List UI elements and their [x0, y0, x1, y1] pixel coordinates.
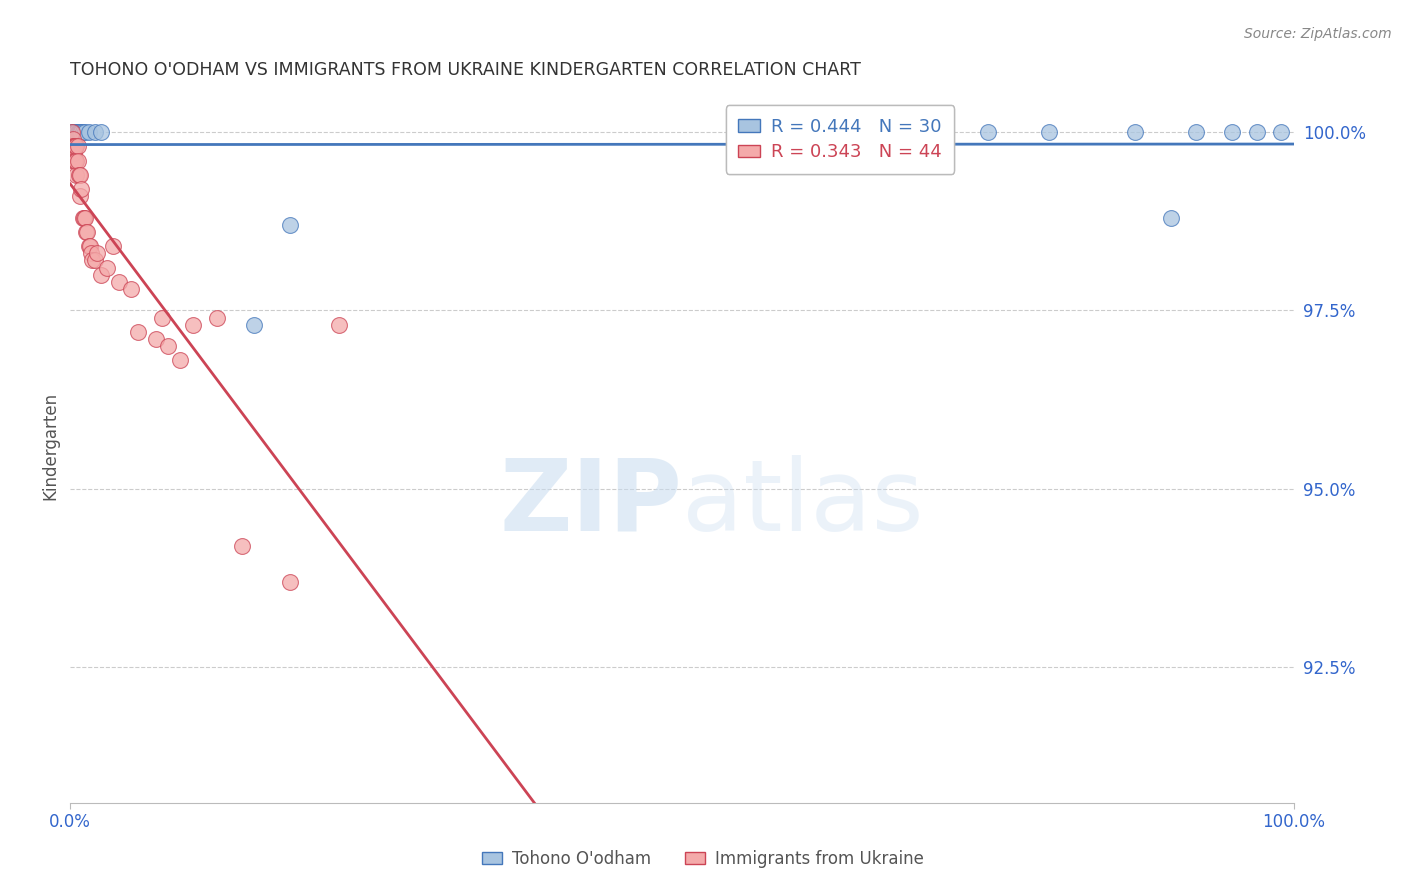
Point — [63, 125, 86, 139]
Point — [66, 153, 89, 168]
Point — [65, 125, 87, 139]
Point — [70, 125, 93, 139]
Point — [66, 139, 89, 153]
Point — [145, 332, 167, 346]
Point — [1123, 125, 1146, 139]
Point — [121, 282, 143, 296]
Point — [60, 125, 83, 139]
Point — [1270, 125, 1292, 139]
Point — [70, 182, 93, 196]
Point — [231, 539, 253, 553]
Point — [86, 246, 108, 260]
Point — [79, 239, 101, 253]
Point — [205, 310, 228, 325]
Point — [243, 318, 266, 332]
Point — [90, 268, 112, 282]
Point — [855, 125, 877, 139]
Point — [72, 125, 94, 139]
Point — [67, 168, 90, 182]
Point — [76, 225, 98, 239]
Point — [127, 325, 149, 339]
Point — [63, 139, 86, 153]
Point — [62, 132, 84, 146]
Text: Source: ZipAtlas.com: Source: ZipAtlas.com — [1244, 27, 1392, 41]
Point — [1184, 125, 1206, 139]
Point — [63, 153, 86, 168]
Point — [1220, 125, 1243, 139]
Point — [83, 253, 105, 268]
Point — [69, 168, 91, 182]
Point — [1246, 125, 1268, 139]
Point — [67, 125, 90, 139]
Point — [69, 189, 91, 203]
Point — [733, 125, 755, 139]
Point — [65, 153, 87, 168]
Point — [280, 218, 302, 232]
Point — [72, 211, 94, 225]
Point — [1038, 125, 1060, 139]
Point — [96, 260, 118, 275]
Point — [793, 125, 815, 139]
Point — [65, 168, 87, 182]
Point — [1160, 211, 1182, 225]
Point — [63, 125, 86, 139]
Text: TOHONO O'ODHAM VS IMMIGRANTS FROM UKRAINE KINDERGARTEN CORRELATION CHART: TOHONO O'ODHAM VS IMMIGRANTS FROM UKRAIN… — [70, 62, 860, 79]
Point — [62, 125, 84, 139]
Point — [63, 125, 86, 139]
Point — [328, 318, 350, 332]
Point — [82, 253, 104, 268]
Point — [83, 125, 105, 139]
Point — [80, 246, 103, 260]
Point — [73, 211, 96, 225]
Point — [63, 153, 86, 168]
Point — [73, 125, 96, 139]
Point — [60, 139, 83, 153]
Text: atlas: atlas — [682, 455, 924, 551]
Point — [73, 211, 96, 225]
Point — [69, 125, 91, 139]
Text: ZIP: ZIP — [499, 455, 682, 551]
Point — [65, 139, 87, 153]
Point — [77, 239, 100, 253]
Point — [915, 125, 938, 139]
Point — [63, 146, 86, 161]
Point — [169, 353, 191, 368]
Point — [280, 574, 302, 589]
Point — [75, 225, 97, 239]
Point — [66, 125, 89, 139]
Point — [63, 139, 86, 153]
Point — [101, 239, 124, 253]
Point — [181, 318, 204, 332]
Point — [65, 125, 87, 139]
Point — [77, 125, 100, 139]
Point — [157, 339, 180, 353]
Point — [90, 125, 112, 139]
Legend: R = 0.444   N = 30, R = 0.343   N = 44: R = 0.444 N = 30, R = 0.343 N = 44 — [725, 105, 955, 174]
Point — [108, 275, 131, 289]
Legend: Tohono O'odham, Immigrants from Ukraine: Tohono O'odham, Immigrants from Ukraine — [475, 844, 931, 875]
Point — [150, 310, 173, 325]
Point — [60, 125, 83, 139]
Y-axis label: Kindergarten: Kindergarten — [41, 392, 59, 500]
Point — [62, 139, 84, 153]
Point — [976, 125, 998, 139]
